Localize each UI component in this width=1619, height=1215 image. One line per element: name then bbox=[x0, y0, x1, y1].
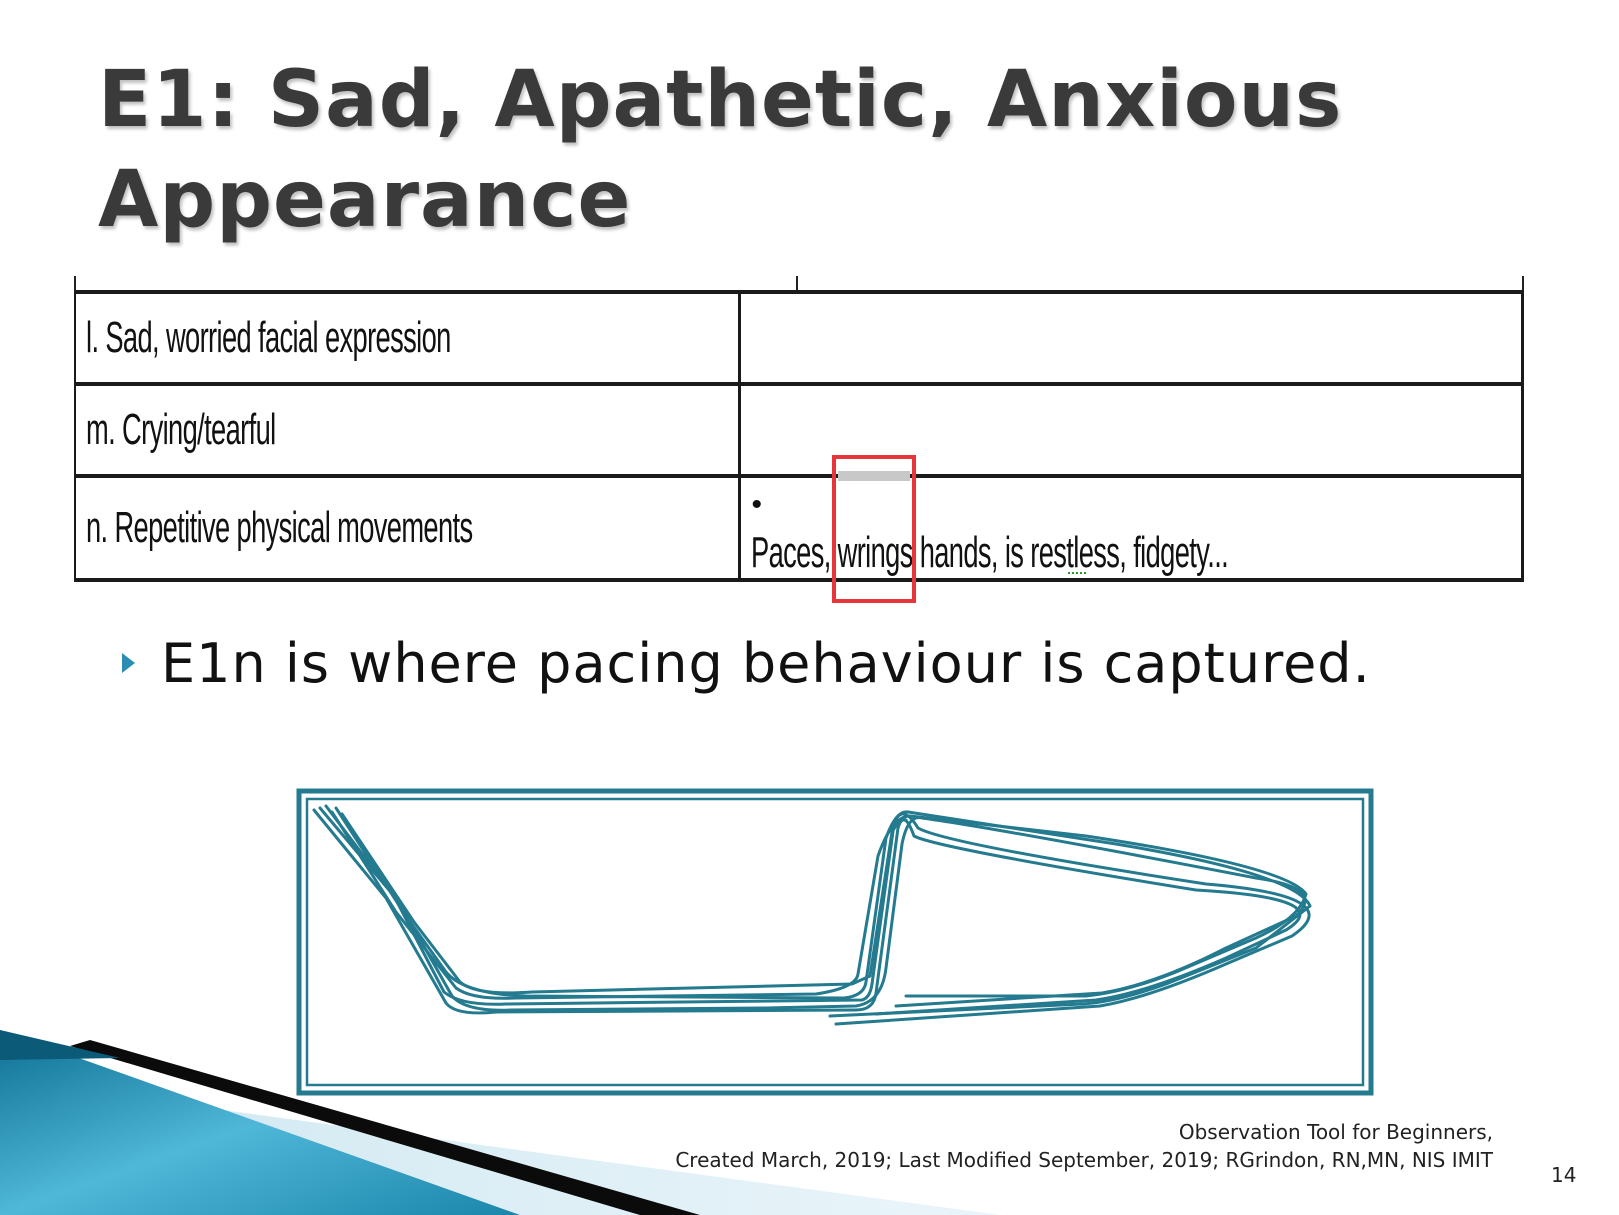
observation-table: l. Sad, worried facial expression m. Cry… bbox=[74, 290, 1524, 582]
table-row: m. Crying/tearful bbox=[74, 382, 1524, 478]
slide-footer: Observation Tool for Beginners, Created … bbox=[675, 1118, 1493, 1174]
corner-swoosh-svg bbox=[0, 1030, 1000, 1215]
table-cell-item: m. Crying/tearful bbox=[74, 382, 742, 478]
pacing-trail bbox=[318, 806, 1311, 1026]
highlight-shade bbox=[838, 471, 910, 481]
table-cell-item: n. Repetitive physical movements bbox=[74, 474, 742, 582]
table-top-edge-right bbox=[1522, 276, 1524, 290]
table-bullet-icon: • bbox=[751, 488, 762, 522]
table-cell-detail bbox=[738, 382, 1524, 478]
paces-highlight-box bbox=[832, 455, 916, 603]
table-row: l. Sad, worried facial expression bbox=[74, 290, 1524, 386]
slide-title: E1: Sad, Apathetic, Anxious Appearance bbox=[98, 50, 1498, 250]
table-cell-detail: •Paces, wrings hands, is restless, fidge… bbox=[738, 474, 1524, 582]
diagram-outer-border bbox=[296, 788, 1374, 1096]
pacing-trail bbox=[334, 806, 1312, 1018]
pacing-path-diagram bbox=[296, 788, 1374, 1096]
table-cell-detail bbox=[738, 290, 1524, 386]
observation-table-image: l. Sad, worried facial expression m. Cry… bbox=[74, 276, 1524, 592]
pacing-trail bbox=[340, 812, 908, 995]
table-top-edge-mid bbox=[796, 276, 798, 290]
pacing-path-svg bbox=[296, 788, 1374, 1096]
spellcheck-squiggle bbox=[1068, 566, 1086, 574]
page-number: 14 bbox=[1551, 1163, 1577, 1187]
bullet-text: E1n is where pacing behaviour is capture… bbox=[161, 631, 1371, 695]
footer-line-1: Observation Tool for Beginners, bbox=[1178, 1120, 1493, 1144]
slide-title-line1: E1: Sad, Apathetic, Anxious bbox=[98, 55, 1343, 145]
triangle-right-icon bbox=[122, 653, 135, 673]
decorative-corner-swoosh bbox=[0, 1000, 1000, 1215]
pacing-trail bbox=[330, 810, 1308, 1000]
footer-line-2: Created March, 2019; Last Modified Septe… bbox=[675, 1148, 1493, 1172]
bullet-item: E1n is where pacing behaviour is capture… bbox=[122, 628, 1371, 698]
table-cell-item: l. Sad, worried facial expression bbox=[74, 290, 742, 386]
pacing-trails bbox=[312, 804, 1312, 1026]
table-row: n. Repetitive physical movements •Paces,… bbox=[74, 474, 1524, 582]
pacing-trail bbox=[312, 808, 1302, 1016]
pacing-trail bbox=[324, 804, 1307, 1012]
diagram-inner-border bbox=[305, 797, 1365, 1087]
table-top-edge-left bbox=[74, 276, 76, 290]
slide-title-line2: Appearance bbox=[98, 155, 632, 245]
